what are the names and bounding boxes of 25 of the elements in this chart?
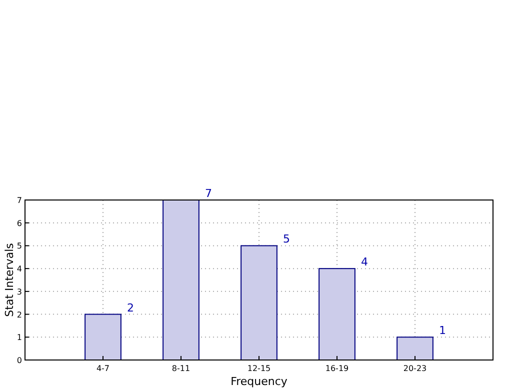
y-tick-label: 2: [16, 310, 22, 320]
y-tick-label: 5: [16, 242, 22, 251]
bar: [162, 200, 200, 360]
y-axis-title: Stat Intervals: [3, 242, 16, 317]
y-tick-label: 1: [16, 333, 22, 342]
x-tick-label: 16-19: [325, 364, 349, 373]
x-tick-label: 20-23: [403, 364, 427, 373]
y-tick-label: 3: [16, 287, 22, 296]
bar: [240, 245, 278, 360]
bar: [396, 336, 434, 360]
x-tick-label: 8-11: [172, 364, 190, 373]
x-axis-title: Frequency: [230, 375, 288, 388]
x-tick-label: 4-7: [96, 364, 110, 373]
data-label: 2: [126, 301, 134, 314]
data-label: 4: [360, 256, 368, 269]
bar: [84, 314, 122, 360]
y-tick-label: 6: [16, 218, 22, 228]
x-tick-label: 12-15: [247, 364, 271, 373]
y-tick-label: 0: [16, 356, 22, 365]
bar: [318, 268, 356, 360]
data-label: 1: [438, 324, 446, 338]
y-tick-label: 4: [16, 264, 22, 274]
data-label: 5: [282, 232, 290, 246]
y-tick-label: 7: [16, 196, 22, 205]
data-label: 7: [204, 187, 212, 200]
